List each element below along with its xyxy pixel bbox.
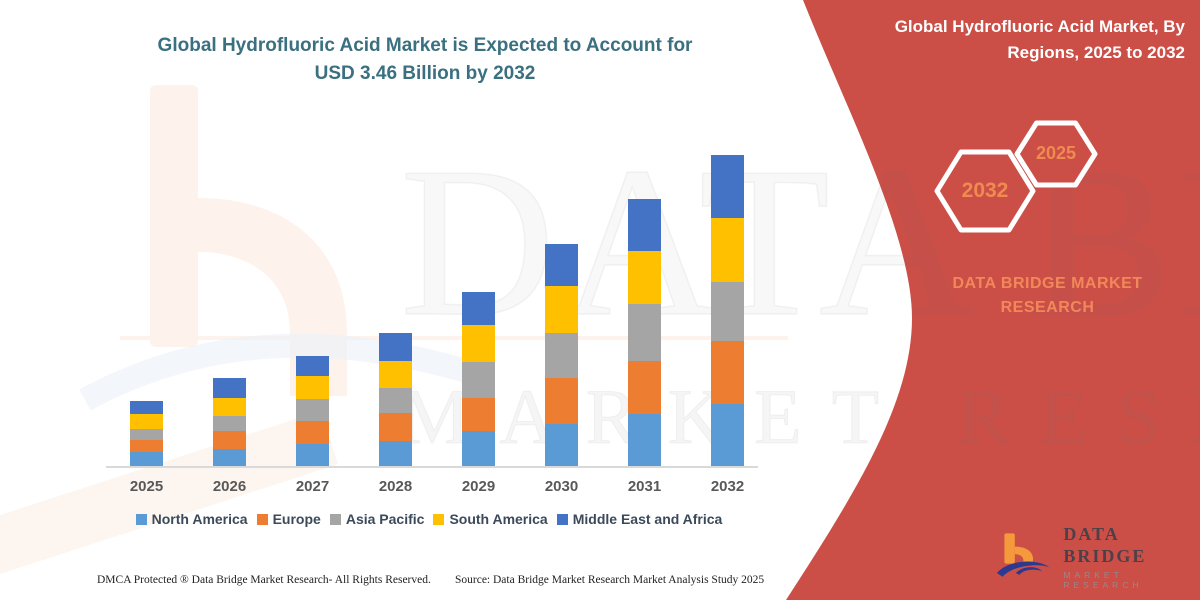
hexagon-year-2025: 2025: [1035, 143, 1077, 163]
bar-segment-europe: [379, 412, 412, 441]
bar-segment-north-america: [296, 444, 329, 466]
bar-segment-europe: [296, 421, 329, 445]
year-hexagons: [934, 120, 1098, 233]
legend-item-south-america: South America: [433, 511, 548, 527]
bar-segment-north-america: [711, 403, 744, 466]
bar-segment-south-america: [462, 324, 495, 362]
bar-segment-asia-pacific: [130, 429, 163, 440]
x-axis-label-2031: 2031: [627, 478, 662, 495]
bar-segment-north-america: [545, 423, 578, 466]
stacked-bar-2027: [296, 356, 329, 466]
company-logo: DATA BRIDGE MARKET RESEARCH: [995, 524, 1200, 590]
bar-segment-middle-east-and-africa: [462, 292, 495, 325]
panel-title: Global Hydrofluoric Acid Market, By Regi…: [894, 17, 1185, 62]
x-axis-label-2028: 2028: [378, 478, 413, 495]
legend-swatch: [135, 513, 147, 525]
bar-segment-middle-east-and-africa: [213, 377, 246, 398]
stacked-bar-2031: [628, 198, 661, 466]
bar-segment-asia-pacific: [462, 361, 495, 398]
bar-segment-asia-pacific: [711, 282, 744, 341]
bar-segment-europe: [130, 439, 163, 452]
logo-name-text: DATA BRIDGE: [1063, 524, 1147, 566]
bar-segment-south-america: [628, 250, 661, 305]
hexagon-year-2032: 2032: [961, 179, 1009, 202]
bar-segment-north-america: [462, 430, 495, 466]
bar-segment-asia-pacific: [628, 304, 661, 361]
red-side-panel: [786, 0, 1200, 600]
legend-swatch: [433, 513, 445, 525]
bar-segment-north-america: [628, 413, 661, 466]
x-axis-label-2029: 2029: [461, 478, 496, 495]
bar-segment-middle-east-and-africa: [296, 356, 329, 377]
x-axis-label-2032: 2032: [710, 478, 745, 495]
bar-segment-europe: [545, 377, 578, 424]
stacked-bar-2025: [130, 401, 163, 466]
legend-swatch: [556, 513, 568, 525]
bar-segment-middle-east-and-africa: [130, 401, 163, 414]
source-note: Source: Data Bridge Market Research Mark…: [455, 574, 765, 586]
bar-segment-asia-pacific: [379, 387, 412, 413]
legend-swatch: [329, 513, 341, 525]
legend-label: Asia Pacific: [345, 511, 425, 527]
x-axis-label-2026: 2026: [212, 478, 247, 495]
bar-segment-south-america: [545, 286, 578, 333]
legend-label: South America: [449, 511, 548, 527]
data-bridge-logo-icon: [996, 533, 1050, 577]
bar-segment-south-america: [296, 376, 329, 400]
legend-label: Middle East and Africa: [572, 511, 723, 527]
bar-segment-middle-east-and-africa: [545, 243, 578, 287]
bar-segment-europe: [628, 360, 661, 414]
bar-segment-south-america: [711, 217, 744, 283]
legend-item-europe: Europe: [256, 511, 321, 527]
bar-segment-middle-east-and-africa: [379, 332, 412, 361]
bar-segment-europe: [462, 397, 495, 431]
bar-segment-south-america: [213, 397, 246, 416]
logo-sub-text: MARKET RESEARCH: [1063, 570, 1143, 591]
bar-segment-asia-pacific: [296, 399, 329, 422]
dmca-notice: DMCA Protected ® Data Bridge Market Rese…: [97, 574, 431, 586]
bar-segment-north-america: [130, 451, 163, 466]
bar-segment-south-america: [379, 360, 412, 388]
stacked-bar-2029: [462, 292, 495, 466]
bar-segment-europe: [711, 340, 744, 404]
stacked-bar-2028: [379, 332, 412, 466]
bar-segment-north-america: [213, 448, 246, 466]
stacked-bar-2032: [711, 154, 744, 466]
bar-segment-south-america: [130, 413, 163, 430]
legend-swatch: [256, 513, 268, 525]
bar-segment-asia-pacific: [545, 332, 578, 378]
hexagon-2032: [934, 149, 1036, 233]
brand-text: DATA BRIDGE MARKET RESEARCH: [952, 275, 1143, 316]
hexagon-2025: [1014, 120, 1098, 188]
legend-label: North America: [151, 511, 248, 527]
x-axis-line: [106, 466, 758, 468]
legend-label: Europe: [272, 511, 321, 527]
legend: North America Europe Asia Pacific South Ame…: [95, 511, 763, 527]
bar-segment-middle-east-and-africa: [711, 154, 744, 218]
bar-segment-europe: [213, 430, 246, 449]
x-axis-label-2025: 2025: [129, 478, 164, 495]
bar-segment-north-america: [379, 440, 412, 466]
legend-item-north-america: North America: [135, 511, 248, 527]
x-axis-label-2030: 2030: [544, 478, 579, 495]
legend-item-asia-pacific: Asia Pacific: [329, 511, 425, 527]
legend-item-middle-east-and-africa: Middle East and Africa: [556, 511, 723, 527]
bar-segment-middle-east-and-africa: [628, 198, 661, 251]
plot-area: 2025 2026 2027 2028 2029 2030 2031 2032: [129, 154, 745, 495]
bar-segment-asia-pacific: [213, 415, 246, 431]
x-axis-label-2027: 2027: [295, 478, 330, 495]
chart-title: Global Hydrofluoric Acid Market is Expec…: [157, 35, 693, 84]
stacked-bar-2026: [213, 377, 246, 466]
stacked-bar-2030: [545, 243, 578, 466]
